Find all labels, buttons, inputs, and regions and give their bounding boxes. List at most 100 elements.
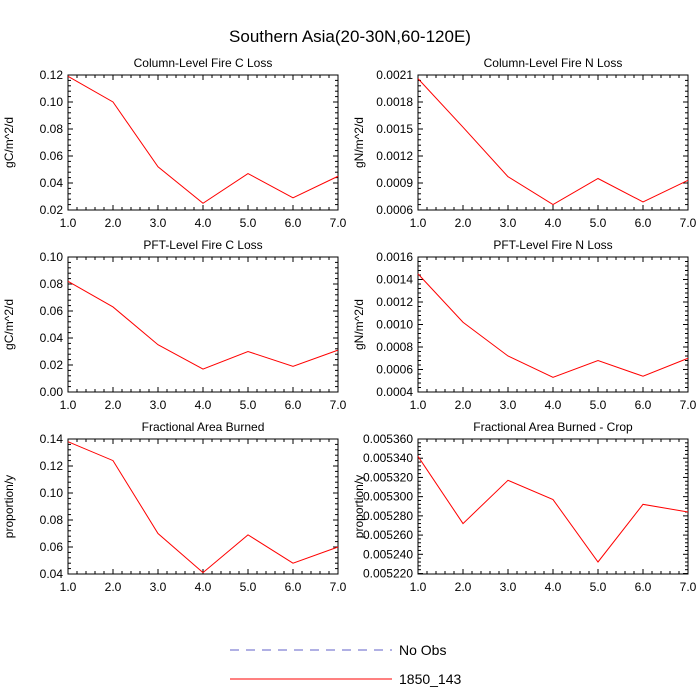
- chart-panel-1: 1.0 2.0 3.0 4.0 5.0 6.0 7.0 0.02 0.04 0.06 0.08 0.1…: [2, 56, 347, 230]
- x-tick-label: 3.0: [500, 398, 517, 412]
- y-tick-label: 0.06: [40, 304, 64, 318]
- x-tick-label: 4.0: [545, 216, 562, 230]
- y-axis-label: proportion/y: [352, 475, 366, 538]
- x-tick-label: 2.0: [455, 398, 472, 412]
- series-line: [417, 456, 689, 563]
- plot-frame: [67, 256, 339, 393]
- x-tick-label: 5.0: [240, 580, 257, 594]
- x-tick-label: 5.0: [590, 580, 607, 594]
- y-tick-label: 0.08: [40, 277, 64, 291]
- chart-panel-3: 1.0 2.0 3.0 4.0 5.0 6.0 7.0 0.00 0.02 0.04 0.06 0.0…: [2, 238, 347, 412]
- y-tick-label: 0.005300: [363, 490, 413, 504]
- x-tick-label: 4.0: [195, 398, 212, 412]
- chart-panel-5: 1.0 2.0 3.0 4.0 5.0 6.0 7.0 0.04 0.06 0.08 0.10 0.1…: [2, 420, 347, 594]
- y-axis-label: proportion/y: [2, 475, 16, 538]
- panel-title: Fractional Area Burned - Crop: [473, 420, 633, 434]
- y-tick-label: 0.08: [40, 122, 64, 136]
- chart-panel-4: 1.0 2.0 3.0 4.0 5.0 6.0 7.0 0.0004 0.0006 0.0008 0…: [352, 238, 697, 412]
- x-tick-label: 2.0: [105, 216, 122, 230]
- panel-title: PFT-Level Fire N Loss: [493, 238, 612, 252]
- x-tick-label: 7.0: [330, 398, 347, 412]
- x-tick-label: 2.0: [455, 580, 472, 594]
- y-tick-label: 0.12: [40, 68, 64, 82]
- series-line: [67, 75, 339, 204]
- y-tick-label: 0.0012: [376, 149, 413, 163]
- x-tick-label: 2.0: [455, 216, 472, 230]
- y-axis-label: gN/m^2/d: [352, 117, 366, 168]
- x-tick-label: 5.0: [240, 216, 257, 230]
- series-line: [67, 441, 339, 574]
- x-tick-label: 4.0: [195, 580, 212, 594]
- legend-no-obs-label: No Obs: [399, 642, 446, 658]
- plot-frame: [417, 256, 689, 393]
- y-tick-label: 0.005260: [363, 528, 413, 542]
- y-tick-label: 0.0009: [376, 176, 413, 190]
- y-tick-label: 0.12: [40, 459, 64, 473]
- y-tick-label: 0.02: [40, 358, 64, 372]
- legend-1850-143-label: 1850_143: [399, 671, 462, 687]
- y-tick-label: 0.0021: [376, 68, 413, 82]
- legend: No Obs 1850_143: [230, 642, 462, 687]
- y-tick-label: 0.005240: [363, 547, 413, 561]
- x-tick-label: 6.0: [285, 580, 302, 594]
- y-tick-label: 0.08: [40, 513, 64, 527]
- x-tick-label: 6.0: [635, 580, 652, 594]
- y-tick-label: 0.06: [40, 149, 64, 163]
- x-tick-label: 1.0: [410, 398, 427, 412]
- x-tick-label: 4.0: [195, 216, 212, 230]
- y-tick-label: 0.04: [40, 567, 64, 581]
- x-tick-label: 1.0: [60, 580, 77, 594]
- panel-title: Fractional Area Burned: [142, 420, 265, 434]
- y-tick-label: 0.0006: [376, 203, 413, 217]
- y-axis-label: gC/m^2/d: [2, 299, 16, 350]
- y-tick-label: 0.005360: [363, 432, 413, 446]
- x-tick-label: 3.0: [150, 398, 167, 412]
- y-tick-label: 0.02: [40, 203, 64, 217]
- x-tick-label: 3.0: [500, 580, 517, 594]
- panel-title: PFT-Level Fire C Loss: [143, 238, 262, 252]
- y-tick-label: 0.005320: [363, 470, 413, 484]
- y-tick-label: 0.005220: [363, 567, 413, 581]
- x-tick-label: 7.0: [330, 580, 347, 594]
- series-line: [417, 78, 689, 206]
- plot-frame: [417, 74, 689, 211]
- x-tick-label: 7.0: [680, 580, 697, 594]
- x-tick-label: 7.0: [330, 216, 347, 230]
- x-tick-label: 5.0: [240, 398, 257, 412]
- figure-title: Southern Asia(20-30N,60-120E): [229, 27, 471, 46]
- x-tick-label: 3.0: [500, 216, 517, 230]
- y-tick-label: 0.10: [40, 250, 64, 264]
- y-tick-label: 0.0015: [376, 122, 413, 136]
- y-tick-label: 0.0012: [376, 295, 413, 309]
- chart-panel-2: 1.0 2.0 3.0 4.0 5.0 6.0 7.0 0.0006 0.0009 0.0012 0…: [352, 56, 697, 230]
- x-tick-label: 2.0: [105, 398, 122, 412]
- x-tick-label: 1.0: [60, 398, 77, 412]
- y-tick-label: 0.14: [40, 432, 64, 446]
- x-tick-label: 4.0: [545, 398, 562, 412]
- series-line: [417, 273, 689, 378]
- chart-panel-6: 1.0 2.0 3.0 4.0 5.0 6.0 7.0 0.005220 0.005240 0.0…: [352, 420, 697, 594]
- x-tick-label: 4.0: [545, 580, 562, 594]
- x-tick-label: 6.0: [635, 398, 652, 412]
- x-tick-label: 6.0: [635, 216, 652, 230]
- x-tick-label: 5.0: [590, 216, 607, 230]
- y-tick-label: 0.06: [40, 540, 64, 554]
- y-tick-label: 0.0014: [376, 273, 413, 287]
- x-tick-label: 1.0: [410, 216, 427, 230]
- x-tick-label: 6.0: [285, 216, 302, 230]
- series-line: [67, 280, 339, 370]
- panel-title: Column-Level Fire C Loss: [134, 56, 273, 70]
- x-tick-label: 1.0: [60, 216, 77, 230]
- x-tick-label: 3.0: [150, 580, 167, 594]
- plot-frame: [67, 74, 339, 211]
- y-tick-label: 0.10: [40, 95, 64, 109]
- y-tick-label: 0.0016: [376, 250, 413, 264]
- y-tick-label: 0.04: [40, 331, 64, 345]
- x-tick-label: 7.0: [680, 216, 697, 230]
- y-tick-label: 0.005280: [363, 509, 413, 523]
- y-axis-label: gN/m^2/d: [352, 299, 366, 350]
- y-axis-label: gC/m^2/d: [2, 117, 16, 168]
- x-tick-label: 6.0: [285, 398, 302, 412]
- y-tick-label: 0.0008: [376, 340, 413, 354]
